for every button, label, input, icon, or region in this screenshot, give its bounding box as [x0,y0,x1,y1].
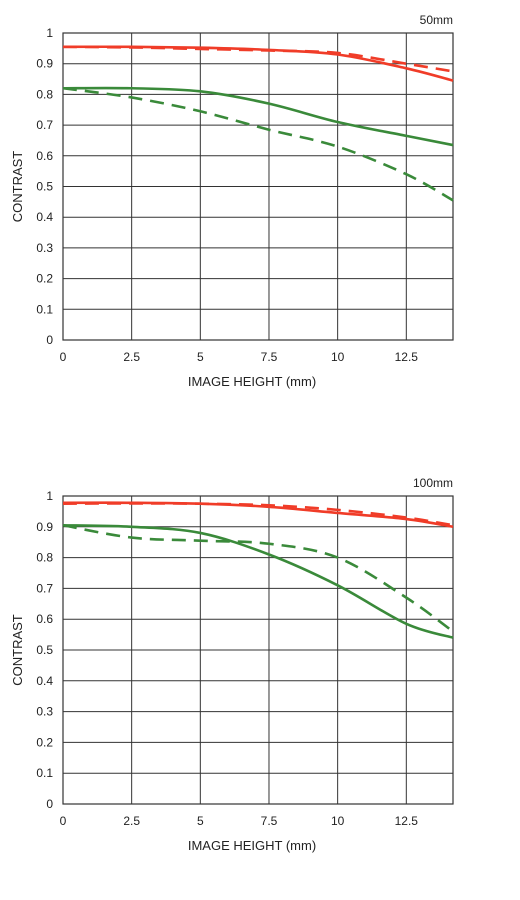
y-tick-label: 0.7 [36,581,53,595]
y-tick-label: 0.4 [36,674,53,688]
y-tick-label: 0.8 [36,87,53,101]
y-tick-label: 1 [46,26,53,40]
y-tick-label: 0.8 [36,551,53,565]
x-tick-label: 2.5 [123,814,140,828]
y-axis-title: CONTRAST [10,614,25,686]
series-line-2 [62,502,454,527]
x-tick-label: 10 [331,350,345,364]
y-tick-label: 0.2 [36,735,53,749]
plot-frame [62,495,454,805]
x-tick-label: 12.5 [395,350,419,364]
y-tick-label: 0.5 [36,180,53,194]
plot-frame [62,32,454,341]
series-line-4 [62,523,454,633]
y-tick-label: 0.9 [36,57,53,71]
x-tick-label: 5 [197,350,204,364]
y-tick-label: 0 [46,797,53,811]
y-axis-title: CONTRAST [10,151,25,223]
series-line-2 [62,45,454,73]
y-tick-label: 0.9 [36,520,53,534]
y-tick-label: 0.5 [36,643,53,657]
x-tick-label: 2.5 [123,350,140,364]
series-line-3 [62,523,454,639]
chart-title: 50mm [420,13,453,27]
y-tick-label: 0 [46,333,53,347]
x-tick-label: 12.5 [395,814,419,828]
x-tick-label: 5 [197,814,204,828]
x-tick-label: 7.5 [261,350,278,364]
x-tick-label: 10 [331,814,345,828]
x-tick-label: 7.5 [261,814,278,828]
y-tick-label: 0.3 [36,241,53,255]
chart-title: 100mm [413,476,453,490]
y-tick-label: 0.4 [36,210,53,224]
y-tick-label: 0.1 [36,766,53,780]
x-tick-label: 0 [60,350,67,364]
y-tick-label: 0.7 [36,118,53,132]
x-axis-title: IMAGE HEIGHT (mm) [188,838,316,853]
y-tick-label: 0.6 [36,612,53,626]
series-line-3 [62,86,454,147]
y-tick-label: 0.3 [36,705,53,719]
x-axis-title: IMAGE HEIGHT (mm) [188,374,316,389]
chart-2: 00.10.20.30.40.50.60.70.80.910 2.5 5 7.5 10 1… [10,476,454,853]
y-tick-label: 1 [46,489,53,503]
series-line-4 [62,86,454,202]
y-tick-label: 0.6 [36,149,53,163]
y-tick-label: 0.1 [36,302,53,316]
y-tick-label: 0.2 [36,272,53,286]
chart-1: 00.10.20.30.40.50.60.70.80.910 2.5 5 7.5 10 1… [10,13,454,389]
x-tick-label: 0 [60,814,67,828]
